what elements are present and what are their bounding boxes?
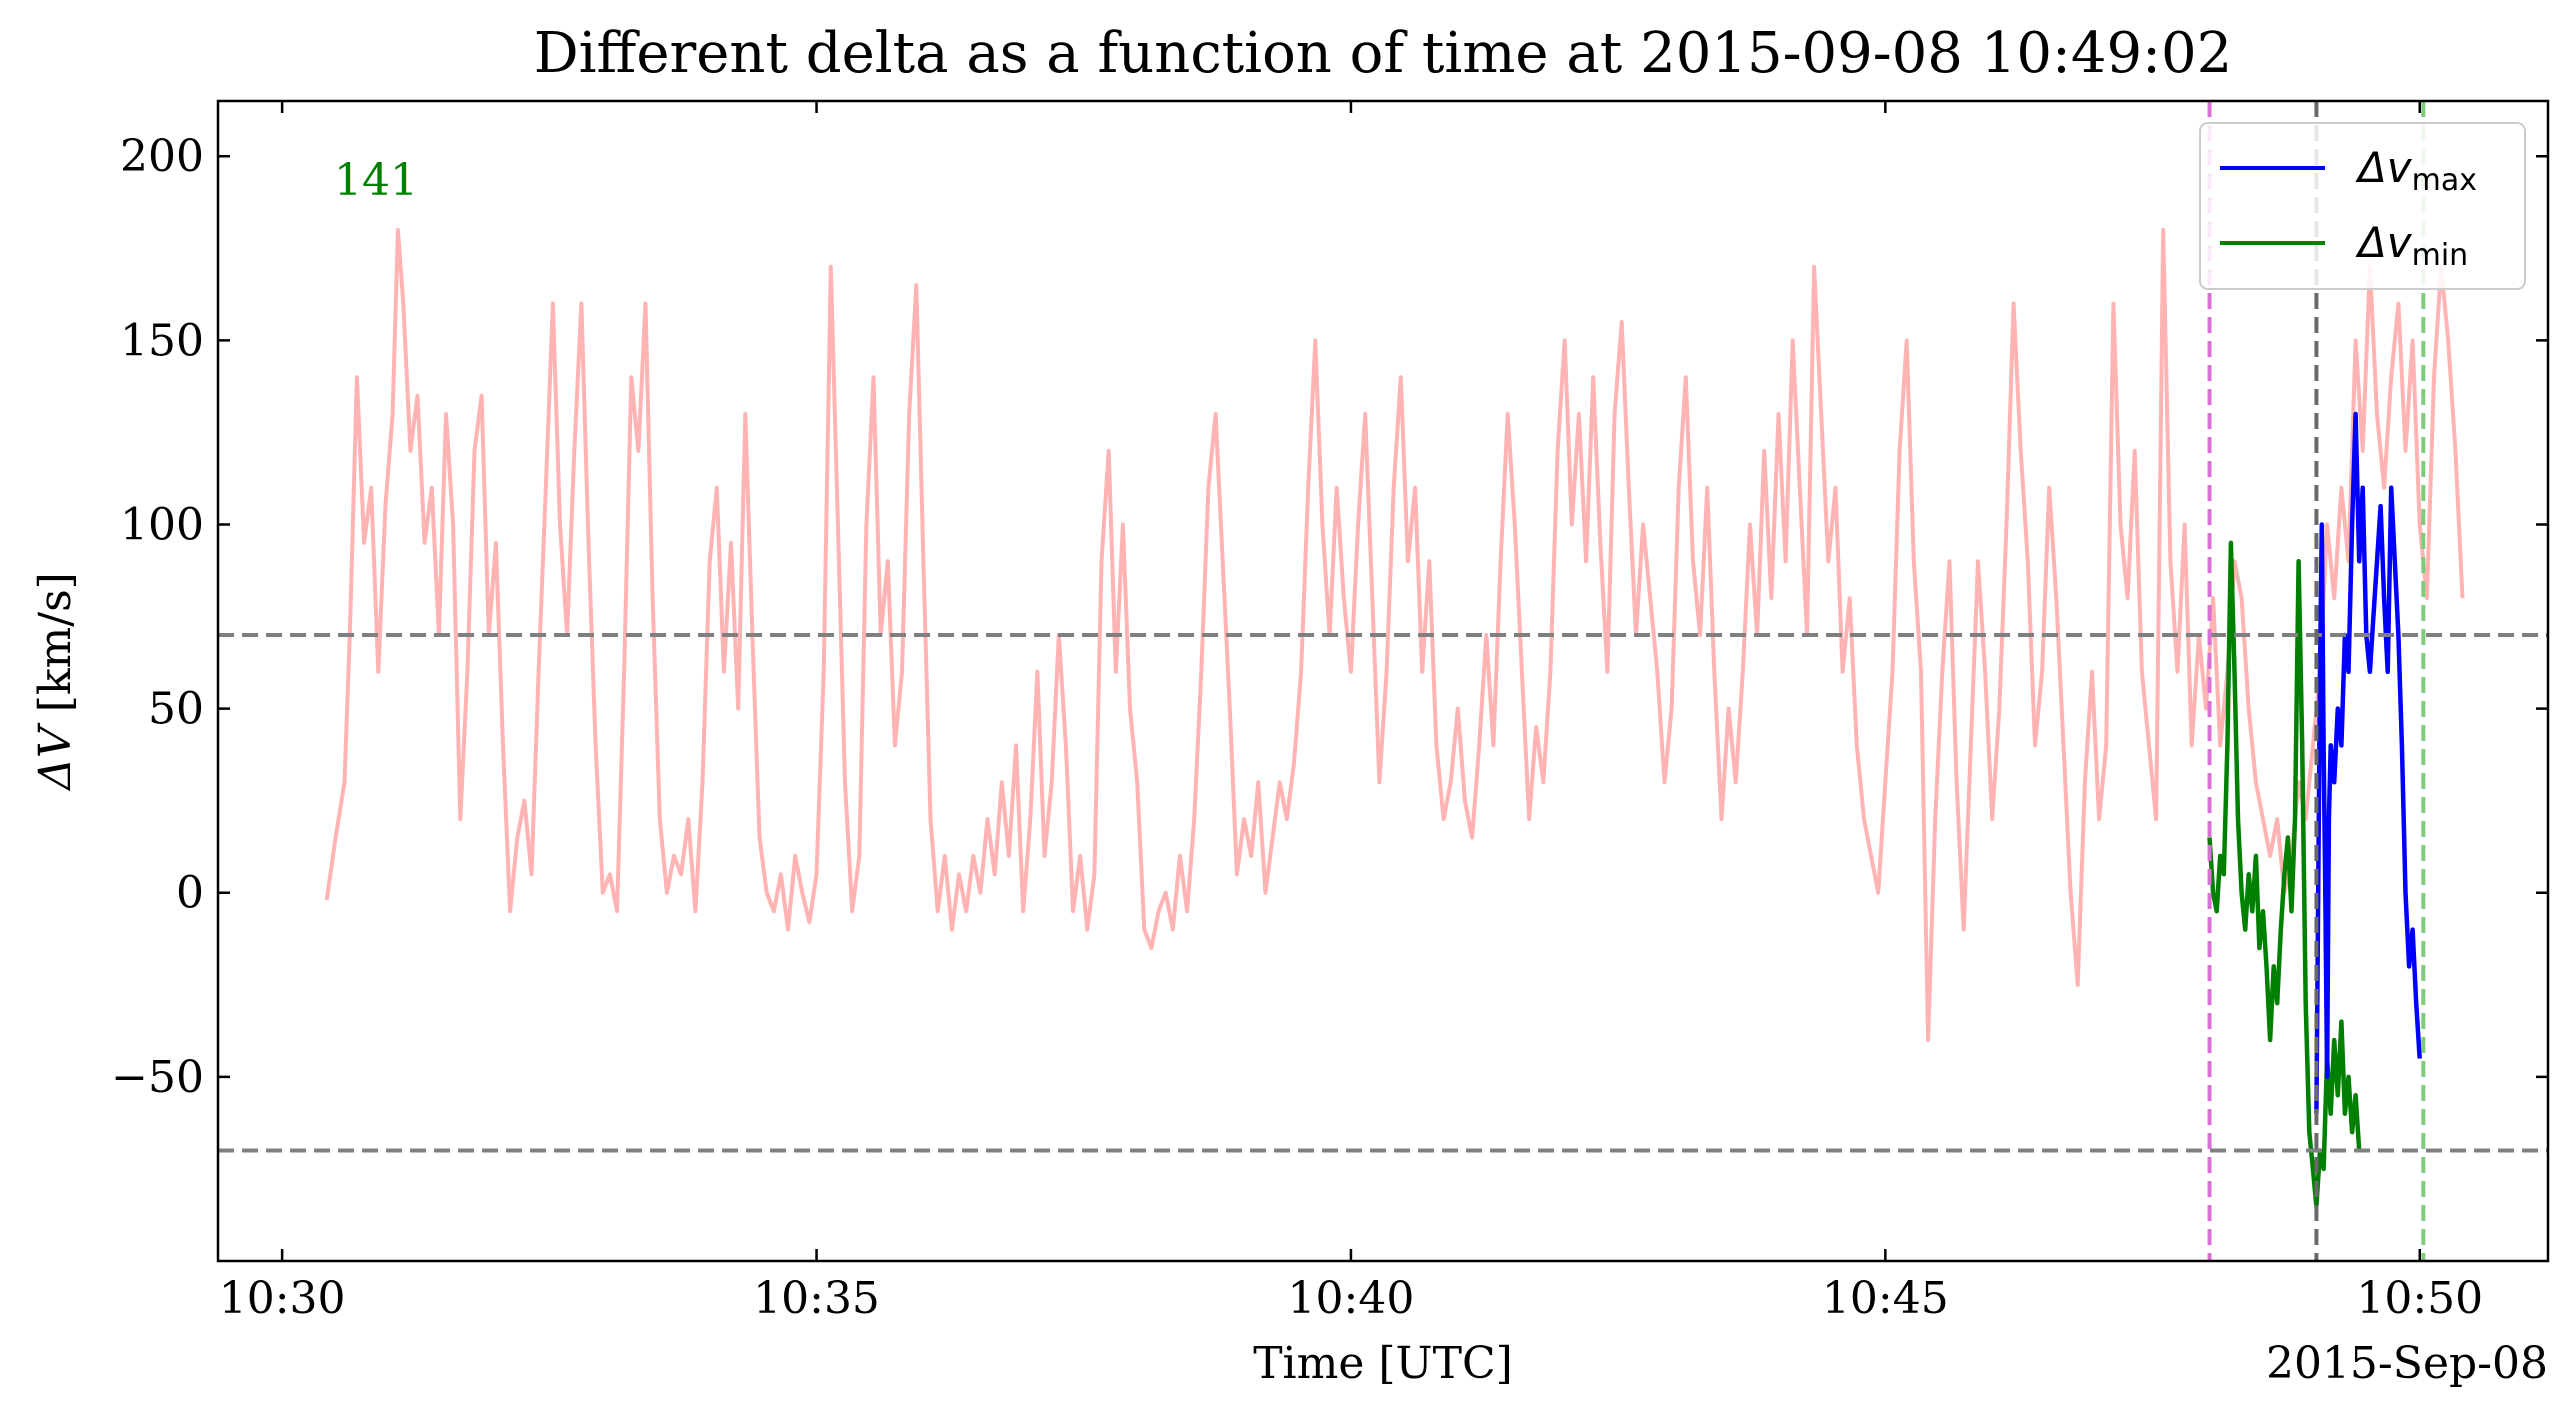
- series-dvmax: [2314, 411, 2422, 1114]
- annotation-141: 141: [334, 155, 418, 206]
- legend-label-dvmax: Δvmax: [2355, 143, 2477, 198]
- y-tick-label-200: 200: [120, 131, 204, 182]
- y-tick-label-50: 50: [148, 684, 204, 735]
- threshold-layer: [218, 101, 2548, 1261]
- x-tick-label-1040: 10:40: [1288, 1273, 1415, 1324]
- svg-text:ΔV [km/s]: ΔV [km/s]: [30, 572, 81, 792]
- y-tick-label-100: 100: [120, 499, 204, 550]
- y-axis-label-unit: [km/s]: [30, 572, 81, 712]
- chart-title: Different delta as a function of time at…: [534, 21, 2233, 86]
- y-axis-label-symbol: ΔV: [30, 722, 81, 792]
- legend: Δvmax Δvmin: [2199, 122, 2526, 290]
- plot-frame: [216, 99, 2550, 1263]
- legend-sub-dvmin: min: [2412, 238, 2469, 273]
- series-layer: [324, 227, 2465, 1209]
- y-tick-label-0: 0: [176, 868, 204, 919]
- x-tick-label-1045: 10:45: [1822, 1273, 1949, 1324]
- y-axis-ticks: 200 150 100 50 0 −50: [111, 131, 2548, 1103]
- x-tick-label-1030: 10:30: [219, 1273, 346, 1324]
- series-background: [324, 227, 2465, 1042]
- series-dvmin: [2207, 540, 2362, 1209]
- legend-label-dvmin: Δvmin: [2355, 218, 2468, 273]
- x-axis-ticks: 10:30 10:35 10:40 10:45 10:50: [219, 101, 2483, 1324]
- x-axis-label: Time [UTC]: [1253, 1338, 1513, 1389]
- x-tick-label-1050: 10:50: [2356, 1273, 2483, 1324]
- y-tick-label-150: 150: [120, 315, 204, 366]
- x-axis-offset-label: 2015-Sep-08: [2266, 1338, 2548, 1389]
- y-tick-label-neg50: −50: [111, 1052, 204, 1103]
- legend-sub-dvmax: max: [2412, 163, 2477, 198]
- y-axis-label: ΔV [km/s]: [30, 572, 81, 792]
- legend-box: [2199, 122, 2526, 290]
- legend-symbol-dvmax: Δv: [2355, 143, 2413, 192]
- legend-symbol-dvmin: Δv: [2355, 218, 2413, 267]
- x-tick-label-1035: 10:35: [753, 1273, 880, 1324]
